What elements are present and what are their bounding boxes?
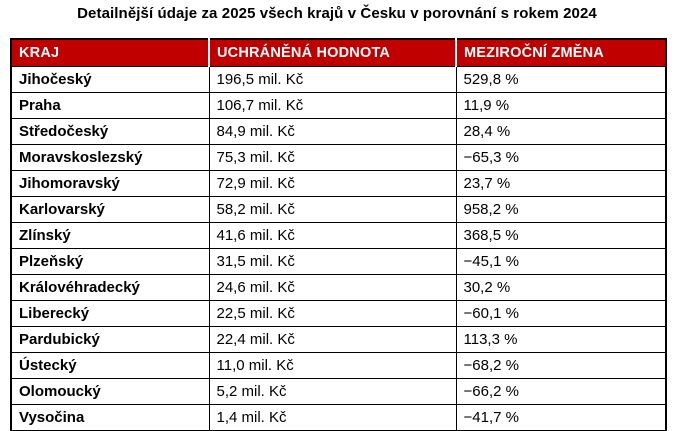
kraj-cell: Plzeňský: [10, 248, 210, 275]
kraj-cell: Královéhradecký: [10, 274, 210, 301]
hodnota-cell: 72,9 mil. Kč: [208, 170, 457, 197]
hodnota-cell: 24,6 mil. Kč: [208, 274, 457, 301]
kraj-cell: Praha: [10, 92, 210, 119]
hodnota-cell: 41,6 mil. Kč: [208, 222, 457, 249]
table-row: Pardubický 22,4 mil. Kč 113,3 %: [10, 326, 667, 353]
table-row: Vysočina 1,4 mil. Kč −41,7 %: [10, 404, 667, 431]
kraj-cell: Olomoucký: [10, 378, 210, 405]
header-mezirocni-zmena: MEZIROČNÍ ZMĚNA: [455, 39, 666, 67]
table-body: Jihočeský 196,5 mil. Kč 529,8 % Praha 10…: [10, 66, 667, 431]
hodnota-cell: 5,2 mil. Kč: [208, 378, 457, 405]
header-uchranena-hodnota: UCHRÁNĚNÁ HODNOTA: [208, 39, 456, 67]
hodnota-cell: 75,3 mil. Kč: [208, 144, 457, 171]
zmena-cell: 11,9 %: [455, 92, 667, 119]
page-title: Detailnější údaje za 2025 všech krajů v …: [77, 5, 597, 22]
kraj-cell: Vysočina: [10, 404, 210, 431]
hodnota-cell: 58,2 mil. Kč: [208, 196, 457, 223]
hodnota-cell: 11,0 mil. Kč: [208, 352, 457, 379]
zmena-cell: −66,2 %: [455, 378, 667, 405]
zmena-cell: 958,2 %: [455, 196, 667, 223]
zmena-cell: 368,5 %: [455, 222, 667, 249]
table-row: Královéhradecký 24,6 mil. Kč 30,2 %: [10, 274, 667, 301]
hodnota-cell: 31,5 mil. Kč: [208, 248, 457, 275]
zmena-cell: 23,7 %: [455, 170, 667, 197]
kraj-cell: Karlovarský: [10, 196, 210, 223]
table-row: Liberecký 22,5 mil. Kč −60,1 %: [10, 300, 667, 327]
table-row: Jihomoravský 72,9 mil. Kč 23,7 %: [10, 170, 667, 197]
hodnota-cell: 22,4 mil. Kč: [208, 326, 457, 353]
zmena-cell: 113,3 %: [455, 326, 667, 353]
table-row: Ústecký 11,0 mil. Kč −68,2 %: [10, 352, 667, 379]
kraj-cell: Liberecký: [10, 300, 210, 327]
kraj-cell: Ústecký: [10, 352, 210, 379]
hodnota-cell: 22,5 mil. Kč: [208, 300, 457, 327]
zmena-cell: −41,7 %: [455, 404, 667, 431]
kraj-cell: Jihočeský: [10, 66, 210, 93]
zmena-cell: −60,1 %: [455, 300, 667, 327]
zmena-cell: −45,1 %: [455, 248, 667, 275]
kraj-cell: Jihomoravský: [10, 170, 210, 197]
zmena-cell: −65,3 %: [455, 144, 667, 171]
kraje-table: KRAJ UCHRÁNĚNÁ HODNOTA MEZIROČNÍ ZMĚNA J…: [10, 38, 667, 431]
table-row: Jihočeský 196,5 mil. Kč 529,8 %: [10, 66, 667, 93]
kraj-cell: Pardubický: [10, 326, 210, 353]
header-kraj: KRAJ: [11, 39, 209, 67]
table-row: Olomoucký 5,2 mil. Kč −66,2 %: [10, 378, 667, 405]
table-row: Zlínský 41,6 mil. Kč 368,5 %: [10, 222, 667, 249]
hodnota-cell: 106,7 mil. Kč: [208, 92, 457, 119]
hodnota-cell: 196,5 mil. Kč: [208, 66, 457, 93]
hodnota-cell: 84,9 mil. Kč: [208, 118, 457, 145]
zmena-cell: 529,8 %: [455, 66, 667, 93]
header-row: KRAJ UCHRÁNĚNÁ HODNOTA MEZIROČNÍ ZMĚNA: [11, 39, 666, 67]
table-row: Karlovarský 58,2 mil. Kč 958,2 %: [10, 196, 667, 223]
table-row: Praha 106,7 mil. Kč 11,9 %: [10, 92, 667, 119]
zmena-cell: −68,2 %: [455, 352, 667, 379]
table-header: KRAJ UCHRÁNĚNÁ HODNOTA MEZIROČNÍ ZMĚNA: [11, 39, 666, 67]
kraj-cell: Zlínský: [10, 222, 210, 249]
table-row: Středočeský 84,9 mil. Kč 28,4 %: [10, 118, 667, 145]
hodnota-cell: 1,4 mil. Kč: [208, 404, 457, 431]
kraj-cell: Moravskoslezský: [10, 144, 210, 171]
kraj-cell: Středočeský: [10, 118, 210, 145]
zmena-cell: 30,2 %: [455, 274, 667, 301]
table-row: Plzeňský 31,5 mil. Kč −45,1 %: [10, 248, 667, 275]
table-row: Moravskoslezský 75,3 mil. Kč −65,3 %: [10, 144, 667, 171]
zmena-cell: 28,4 %: [455, 118, 667, 145]
